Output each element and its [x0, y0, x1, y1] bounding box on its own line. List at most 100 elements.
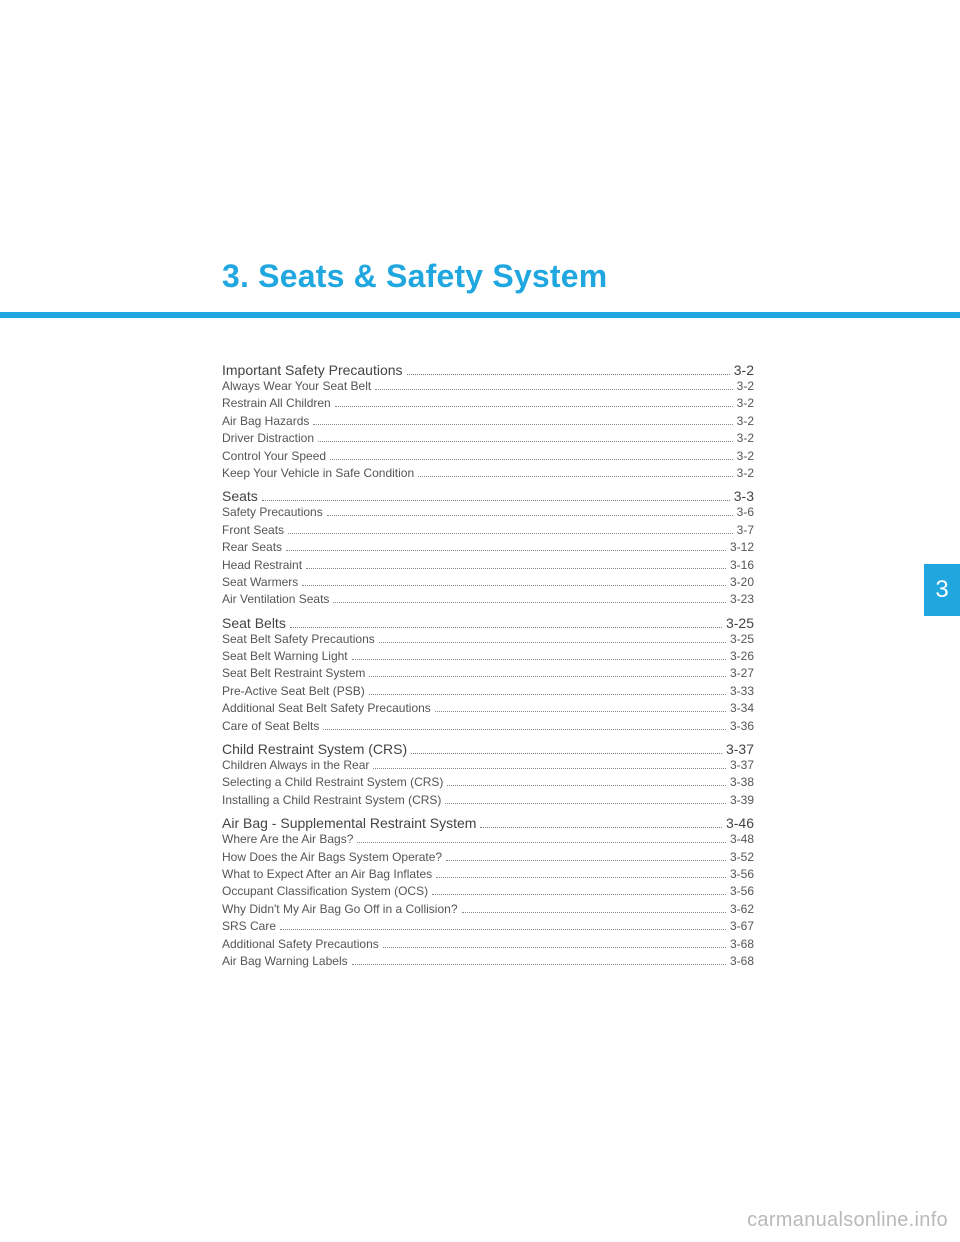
toc-leader-dots	[375, 389, 732, 390]
toc-item-row[interactable]: Installing a Child Restraint System (CRS…	[222, 792, 754, 809]
toc-leader-dots	[286, 550, 726, 551]
toc-item-label: Occupant Classification System (OCS)	[222, 883, 428, 900]
toc-item-label: Additional Seat Belt Safety Precautions	[222, 700, 431, 717]
toc-item-label: Seat Warmers	[222, 574, 298, 591]
toc-item-page: 3-16	[730, 557, 754, 574]
toc-leader-dots	[462, 912, 726, 913]
toc-item-label: Children Always in the Rear	[222, 757, 369, 774]
toc-leader-dots	[407, 374, 730, 375]
toc-item-label: Pre-Active Seat Belt (PSB)	[222, 683, 365, 700]
toc-leader-dots	[411, 753, 722, 754]
toc-item-label: Air Ventilation Seats	[222, 591, 329, 608]
toc-item-page: 3-2	[737, 413, 754, 430]
toc-section: Important Safety Precautions3-2Always We…	[222, 362, 754, 482]
toc-item-page: 3-20	[730, 574, 754, 591]
toc-item-row[interactable]: Safety Precautions3-6	[222, 504, 754, 521]
toc-leader-dots	[333, 602, 726, 603]
toc-item-row[interactable]: Care of Seat Belts3-36	[222, 718, 754, 735]
toc-leader-dots	[306, 568, 726, 569]
toc-item-row[interactable]: What to Expect After an Air Bag Inflates…	[222, 866, 754, 883]
toc-item-label: What to Expect After an Air Bag Inflates	[222, 866, 432, 883]
toc-leader-dots	[436, 877, 726, 878]
toc-item-label: SRS Care	[222, 918, 276, 935]
toc-leader-dots	[373, 768, 726, 769]
toc-item-page: 3-2	[737, 465, 754, 482]
toc-item-row[interactable]: Selecting a Child Restraint System (CRS)…	[222, 774, 754, 791]
toc-item-label: Air Bag Warning Labels	[222, 953, 348, 970]
toc-item-row[interactable]: Head Restraint 3-16	[222, 557, 754, 574]
toc-item-label: Keep Your Vehicle in Safe Condition	[222, 465, 414, 482]
watermark: carmanualsonline.info	[747, 1209, 948, 1232]
toc-item-row[interactable]: Seat Belt Safety Precautions3-25	[222, 631, 754, 648]
toc-item-label: Care of Seat Belts	[222, 718, 319, 735]
toc-item-row[interactable]: Front Seats 3-7	[222, 522, 754, 539]
toc-leader-dots	[330, 459, 733, 460]
toc-item-label: Where Are the Air Bags?	[222, 831, 353, 848]
toc-item-row[interactable]: Air Bag Hazards 3-2	[222, 413, 754, 430]
toc-section: Air Bag - Supplemental Restraint System 3…	[222, 815, 754, 970]
toc-item-row[interactable]: Rear Seats3-12	[222, 539, 754, 556]
toc-leader-dots	[302, 585, 726, 586]
toc-section-page: 3-2	[734, 362, 754, 378]
toc-item-row[interactable]: Control Your Speed 3-2	[222, 448, 754, 465]
toc-item-row[interactable]: Additional Seat Belt Safety Precautions3…	[222, 700, 754, 717]
toc-section-row[interactable]: Child Restraint System (CRS)3-37	[222, 741, 754, 757]
toc-item-label: Air Bag Hazards	[222, 413, 309, 430]
toc-item-page: 3-62	[730, 901, 754, 918]
toc-item-page: 3-52	[730, 849, 754, 866]
toc-item-row[interactable]: Keep Your Vehicle in Safe Condition 3-2	[222, 465, 754, 482]
toc-item-page: 3-68	[730, 936, 754, 953]
toc-item-page: 3-12	[730, 539, 754, 556]
toc-item-row[interactable]: Children Always in the Rear 3-37	[222, 757, 754, 774]
toc-section-page: 3-3	[734, 488, 754, 504]
toc-item-row[interactable]: Occupant Classification System (OCS) 3-56	[222, 883, 754, 900]
toc-item-row[interactable]: Always Wear Your Seat Belt3-2	[222, 378, 754, 395]
toc-item-row[interactable]: Air Ventilation Seats3-23	[222, 591, 754, 608]
toc-section-row[interactable]: Seats3-3	[222, 488, 754, 504]
table-of-contents: Important Safety Precautions3-2Always We…	[222, 356, 754, 974]
toc-section-page: 3-25	[726, 615, 754, 631]
toc-item-row[interactable]: Why Didn't My Air Bag Go Off in a Collis…	[222, 901, 754, 918]
toc-item-page: 3-7	[737, 522, 754, 539]
toc-item-row[interactable]: How Does the Air Bags System Operate? 3-5…	[222, 849, 754, 866]
toc-section-row[interactable]: Important Safety Precautions3-2	[222, 362, 754, 378]
toc-item-label: Head Restraint	[222, 557, 302, 574]
toc-item-row[interactable]: Seat Belt Restraint System 3-27	[222, 665, 754, 682]
toc-item-label: Why Didn't My Air Bag Go Off in a Collis…	[222, 901, 458, 918]
toc-item-page: 3-37	[730, 757, 754, 774]
toc-section-label: Air Bag - Supplemental Restraint System	[222, 815, 476, 831]
toc-item-label: Control Your Speed	[222, 448, 326, 465]
toc-item-row[interactable]: Driver Distraction3-2	[222, 430, 754, 447]
toc-leader-dots	[383, 947, 726, 948]
toc-leader-dots	[288, 533, 733, 534]
toc-item-row[interactable]: Seat Warmers 3-20	[222, 574, 754, 591]
toc-item-row[interactable]: Air Bag Warning Labels3-68	[222, 953, 754, 970]
toc-item-row[interactable]: Restrain All Children3-2	[222, 395, 754, 412]
toc-leader-dots	[432, 894, 726, 895]
toc-item-row[interactable]: Seat Belt Warning Light3-26	[222, 648, 754, 665]
toc-item-row[interactable]: SRS Care3-67	[222, 918, 754, 935]
toc-section-row[interactable]: Seat Belts3-25	[222, 615, 754, 631]
page: 3. Seats & Safety System Important Safet…	[0, 0, 960, 1242]
toc-item-page: 3-27	[730, 665, 754, 682]
toc-section-page: 3-46	[726, 815, 754, 831]
toc-item-page: 3-56	[730, 866, 754, 883]
toc-item-label: Seat Belt Restraint System	[222, 665, 365, 682]
toc-item-row[interactable]: Pre-Active Seat Belt (PSB)3-33	[222, 683, 754, 700]
toc-leader-dots	[447, 785, 726, 786]
toc-item-label: Additional Safety Precautions	[222, 936, 379, 953]
toc-section-row[interactable]: Air Bag - Supplemental Restraint System 3…	[222, 815, 754, 831]
toc-item-label: Front Seats	[222, 522, 284, 539]
toc-leader-dots	[352, 659, 726, 660]
toc-item-row[interactable]: Where Are the Air Bags?3-48	[222, 831, 754, 848]
toc-leader-dots	[418, 476, 733, 477]
toc-item-row[interactable]: Additional Safety Precautions 3-68	[222, 936, 754, 953]
toc-item-label: How Does the Air Bags System Operate?	[222, 849, 442, 866]
toc-section-page: 3-37	[726, 741, 754, 757]
toc-item-page: 3-56	[730, 883, 754, 900]
chapter-title: 3. Seats & Safety System	[222, 258, 607, 295]
toc-item-label: Safety Precautions	[222, 504, 323, 521]
toc-item-label: Driver Distraction	[222, 430, 314, 447]
toc-item-page: 3-2	[737, 448, 754, 465]
toc-item-page: 3-38	[730, 774, 754, 791]
